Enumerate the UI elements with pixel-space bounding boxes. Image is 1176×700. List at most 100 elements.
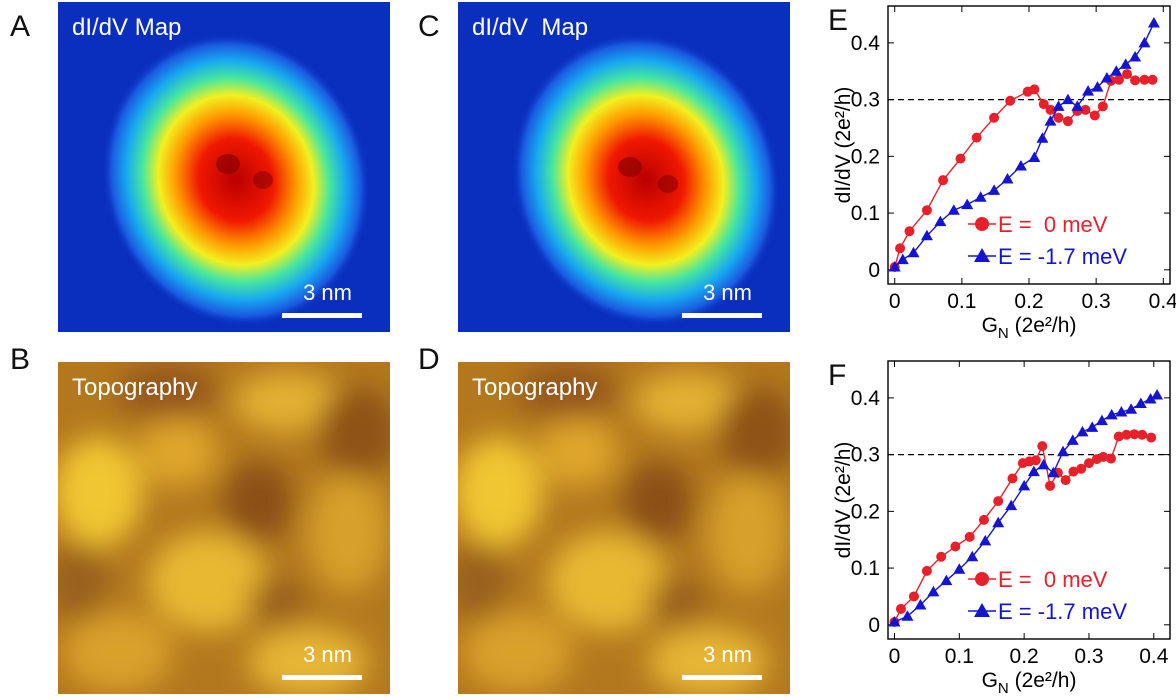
data-point-circle — [1007, 473, 1018, 484]
data-point-triangle — [961, 198, 974, 210]
chart-f: F 0 0.1 0.2 0.3 0.4 0 0.1 0.2 0.3 0.4 dI/dV (2e²/h)… — [820, 355, 1176, 700]
x-tick-label: 0.2 — [1010, 645, 1039, 668]
x-tick-label: 0.4 — [1139, 645, 1169, 668]
data-point-circle — [1045, 104, 1056, 115]
data-point-circle — [1121, 429, 1132, 440]
data-point-circle — [895, 603, 906, 614]
legend-marker-triangle — [974, 603, 990, 617]
topography-d: Topography 3 nm — [458, 362, 790, 694]
x-axis-label: GN (2e²/h) — [982, 314, 1077, 342]
data-point-triangle — [914, 598, 927, 610]
series-line-0 — [894, 73, 1153, 268]
data-point-circle — [989, 112, 1000, 123]
y-tick-label: 0.4 — [851, 387, 881, 410]
panel-b-title: Topography — [72, 374, 198, 401]
legend-label: E = 0 meV — [998, 567, 1108, 592]
data-point-circle — [1139, 74, 1150, 85]
scale-bar-label: 3 nm — [703, 280, 752, 305]
data-point-triangle — [1095, 414, 1108, 426]
data-point-circle — [1068, 466, 1079, 477]
panel-c-title: dI/dV Map — [472, 14, 589, 41]
data-point-circle — [1098, 451, 1109, 462]
data-point-triangle — [1066, 434, 1079, 445]
data-point-circle — [978, 514, 989, 525]
data-point-triangle — [927, 585, 940, 597]
data-point-triangle — [1091, 81, 1104, 92]
scale-bar — [682, 675, 762, 680]
data-point-circle — [895, 243, 906, 254]
data-point-triangle — [1071, 100, 1084, 111]
data-point-triangle — [1028, 151, 1041, 162]
data-point-triangle — [1086, 421, 1099, 432]
x-axis-label-tail: (2e²/h) — [1009, 314, 1077, 337]
data-point-triangle — [992, 516, 1005, 528]
data-point-triangle — [1151, 389, 1164, 400]
y-tick-label: 0.4 — [851, 32, 881, 55]
topography-b: Topography 3 nm — [58, 362, 390, 694]
data-point-circle — [1113, 74, 1124, 85]
data-point-circle — [1030, 455, 1041, 466]
data-point-triangle — [1036, 132, 1049, 143]
data-point-triangle — [1027, 465, 1040, 477]
data-point-circle — [1076, 463, 1087, 474]
y-tick-label: 0.3 — [851, 444, 880, 467]
y-tick-label: 0 — [868, 614, 880, 637]
chart-e: E 0 0.1 0.2 0.3 0.4 0 0.1 0.2 0.3 0.4 dI/dV (2e²/h)… — [820, 0, 1176, 345]
legend-label: E = 0 meV — [998, 212, 1108, 237]
data-point-circle — [1097, 101, 1108, 112]
data-point-triangle — [966, 550, 979, 562]
x-tick-label: 0.1 — [945, 645, 974, 668]
data-point-circle — [1122, 69, 1133, 80]
data-point-circle — [1137, 429, 1148, 440]
data-point-circle — [904, 226, 915, 237]
scale-bar — [682, 313, 762, 318]
data-point-circle — [938, 175, 949, 186]
data-point-circle — [964, 531, 975, 542]
data-point-circle — [1130, 75, 1141, 86]
data-point-circle — [921, 205, 932, 216]
panel-letter-b: B — [10, 343, 31, 376]
data-point-triangle — [1134, 397, 1147, 409]
x-axis-label-sub: N — [998, 325, 1009, 342]
data-point-triangle — [1129, 51, 1142, 62]
data-point-triangle — [974, 191, 987, 202]
y-axis-label: dI/dV (2e²/h) — [832, 87, 855, 204]
didv-map-image — [58, 2, 390, 332]
legend-label: E = -1.7 meV — [998, 244, 1127, 269]
data-point-circle — [1129, 429, 1140, 440]
x-tick-label: 0.4 — [1149, 290, 1176, 313]
x-axis-label-sub: N — [998, 680, 1009, 697]
data-point-circle — [955, 153, 966, 164]
data-point-circle — [1146, 432, 1157, 443]
data-point-triangle — [1147, 17, 1160, 28]
legend-marker-circle — [975, 217, 989, 231]
legend-marker-circle — [975, 572, 989, 586]
x-tick-label: 0 — [889, 290, 901, 313]
data-point-triangle — [1144, 393, 1157, 404]
x-axis-label-tail: (2e²/h) — [1009, 669, 1077, 692]
data-point-circle — [1037, 441, 1048, 452]
data-point-triangle — [1047, 466, 1060, 478]
x-tick-label: 0 — [889, 645, 901, 668]
scale-bar — [282, 675, 362, 680]
panel-a-title: dI/dV Map — [72, 14, 182, 41]
data-point-triangle — [907, 246, 920, 258]
data-point-triangle — [920, 229, 933, 241]
data-point-triangle — [1037, 458, 1050, 470]
data-point-triangle — [1105, 408, 1118, 420]
data-point-triangle — [979, 534, 992, 546]
panel-letter-d: D — [418, 343, 440, 376]
data-point-circle — [971, 132, 982, 143]
y-tick-label: 0.2 — [851, 500, 880, 523]
data-point-triangle — [1052, 100, 1065, 111]
data-point-triangle — [1057, 445, 1070, 457]
data-point-triangle — [1001, 173, 1014, 184]
y-tick-label: 0 — [868, 259, 880, 282]
data-point-triangle — [1044, 115, 1057, 126]
didv-map-image — [458, 2, 790, 332]
data-point-triangle — [1014, 159, 1027, 171]
data-point-circle — [1038, 99, 1049, 110]
plot-frame — [887, 5, 1171, 285]
chart-e-svg: E 0 0.1 0.2 0.3 0.4 0 0.1 0.2 0.3 0.4 dI/dV (2e²/h)… — [828, 4, 1176, 342]
y-tick-label: 0.3 — [851, 89, 880, 112]
